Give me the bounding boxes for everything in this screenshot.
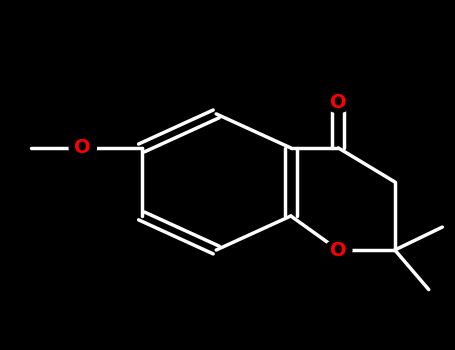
Circle shape [325, 240, 352, 260]
Text: O: O [330, 240, 347, 259]
Circle shape [325, 92, 352, 112]
Circle shape [69, 138, 96, 158]
Text: O: O [75, 138, 91, 158]
Text: O: O [330, 93, 347, 112]
